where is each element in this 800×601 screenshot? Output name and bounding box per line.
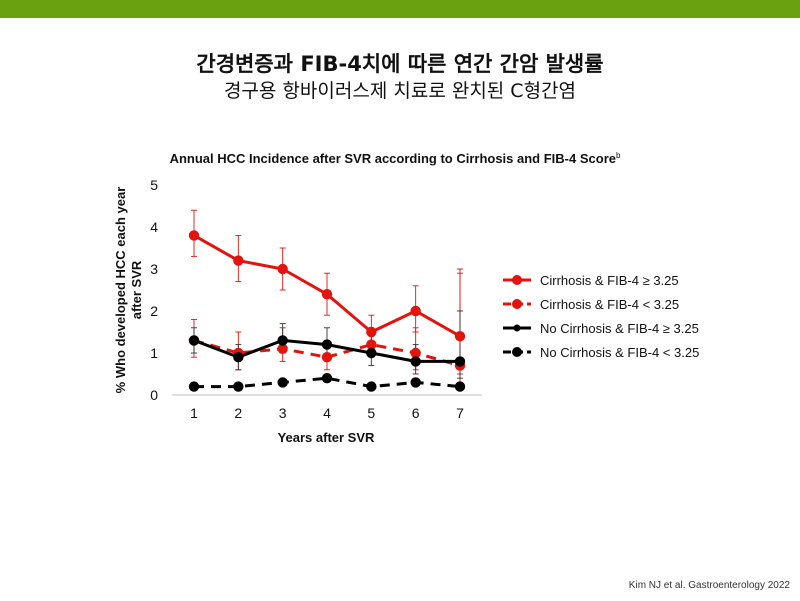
legend-item: Cirrhosis & FIB-4 ≥ 3.25: [503, 273, 679, 288]
y-tick-label: 0: [150, 387, 158, 403]
data-point: [188, 335, 200, 346]
legend-label: No Cirrhosis & FIB-4 ≥ 3.25: [540, 321, 699, 336]
legend-swatch-marker: [512, 299, 522, 309]
y-axis-label-text: % Who developed HCC each yearafter SVR: [113, 187, 144, 394]
data-point: [188, 381, 200, 392]
y-axis-label-line: % Who developed HCC each year: [113, 187, 128, 394]
y-tick-label: 1: [150, 345, 158, 361]
x-axis-label: Years after SVR: [278, 430, 375, 445]
data-point: [277, 263, 288, 275]
slide-title: 간경변증과 FIB-4치에 따른 연간 간암 발생률: [196, 52, 604, 76]
data-point: [454, 356, 466, 367]
data-point: [410, 305, 421, 317]
data-point: [366, 381, 377, 392]
legend-label: Cirrhosis & FIB-4 < 3.25: [540, 297, 679, 312]
data-point: [410, 356, 421, 367]
slide-subtitle: 경구용 항바이러스제 치료로 완치된 C형간염: [223, 80, 577, 102]
legend-swatch-marker: [512, 275, 522, 285]
x-tick-label: 5: [367, 405, 375, 421]
legend-item: No Cirrhosis & FIB-4 ≥ 3.25: [503, 321, 699, 336]
legend: Cirrhosis & FIB-4 ≥ 3.25 Cirrhosis & FIB-…: [503, 273, 699, 360]
legend-item: Cirrhosis & FIB-4 < 3.25: [503, 297, 679, 312]
data-point: [366, 326, 377, 338]
data-point: [188, 230, 200, 241]
y-tick-label: 5: [150, 177, 158, 193]
y-tick-label: 3: [150, 261, 158, 277]
y-tick-label: 2: [150, 303, 158, 319]
legend-swatch-marker: [512, 347, 522, 357]
axes: 0 1 2 3 4 5 1 2 3 4 5 6 7: [150, 177, 482, 421]
chart-title: Annual HCC Incidence after SVR according…: [170, 151, 621, 166]
chart-title-superscript: b: [616, 151, 621, 160]
data-point: [233, 381, 244, 392]
x-tick-label: 6: [412, 405, 420, 421]
data-point: [366, 347, 377, 359]
data-point: [277, 335, 288, 346]
data-point: [454, 331, 466, 342]
data-point: [321, 352, 333, 363]
legend-item: No Cirrhosis & FIB-4 < 3.25: [503, 345, 699, 360]
top-accent-bar: [0, 0, 800, 18]
data-points: [188, 230, 466, 392]
data-point: [277, 377, 288, 388]
x-tick-label: 1: [190, 405, 198, 421]
data-point: [410, 347, 421, 359]
data-point: [321, 339, 333, 350]
citation: Kim NJ et al. Gastroenterology 2022: [628, 580, 790, 591]
data-point: [454, 381, 466, 392]
legend-label: Cirrhosis & FIB-4 ≥ 3.25: [540, 273, 679, 288]
x-tick-label: 4: [323, 405, 331, 421]
y-tick-label: 4: [150, 219, 158, 235]
data-point: [233, 255, 244, 266]
data-point: [321, 373, 333, 384]
y-axis-label: % Who developed HCC each yearafter SVR: [113, 187, 144, 394]
legend-label: No Cirrhosis & FIB-4 < 3.25: [540, 345, 699, 360]
chart-title-text: Annual HCC Incidence after SVR according…: [170, 151, 616, 166]
x-tick-label: 3: [279, 405, 287, 421]
data-point: [366, 339, 377, 350]
x-tick-label: 7: [456, 405, 464, 421]
data-point: [321, 289, 333, 300]
data-point: [233, 352, 244, 363]
data-point: [277, 343, 288, 354]
legend-swatch-marker: [513, 324, 521, 332]
data-point: [410, 377, 421, 388]
y-axis-label-line: after SVR: [129, 260, 144, 319]
x-tick-label: 2: [234, 405, 242, 421]
